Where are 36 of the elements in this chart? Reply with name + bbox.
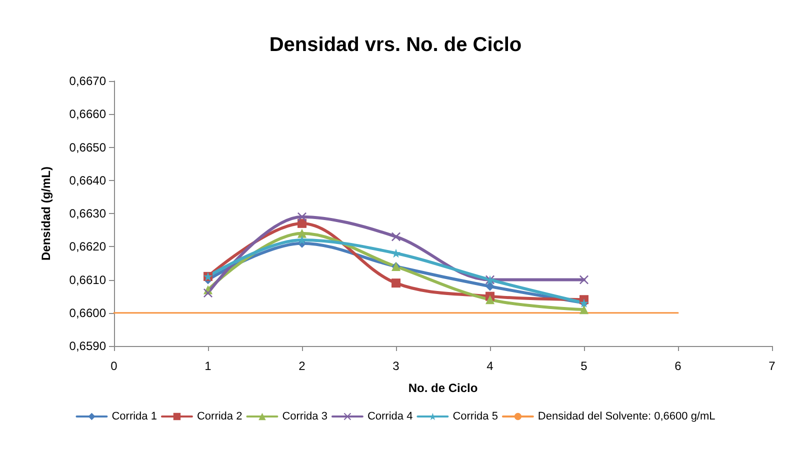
point — [580, 275, 588, 284]
y-tick-label: 0,6670 — [69, 74, 106, 88]
point — [298, 228, 306, 238]
chart-title: Densidad vrs. No. de Ciclo — [269, 34, 522, 56]
y-axis-title: Densidad (g/mL) — [39, 166, 53, 261]
x-tick-label: 5 — [580, 359, 588, 373]
x-tick-label: 2 — [298, 359, 306, 373]
x-tick-label: 1 — [204, 359, 212, 373]
point — [298, 218, 306, 228]
point — [298, 236, 306, 244]
x-tick-label: 7 — [768, 359, 776, 373]
legend-label: Corrida 3 — [282, 410, 328, 422]
legend-label: Corrida 1 — [112, 410, 157, 422]
x-tick-label: 0 — [110, 359, 118, 373]
y-tick-label: 0,6590 — [69, 339, 106, 353]
point — [392, 232, 400, 242]
x-tick-label: 6 — [674, 359, 682, 373]
point — [580, 305, 588, 314]
legend-label: Densidad del Solvente: 0,6600 g/mL — [538, 410, 716, 422]
y-tick-label: 0,6630 — [69, 206, 106, 220]
point — [486, 282, 494, 291]
legend-label: Corrida 2 — [196, 410, 242, 422]
y-tick-label: 0,6600 — [69, 306, 106, 320]
legend-label: Corrida 5 — [452, 410, 498, 422]
y-tick-label: 0,6660 — [69, 107, 106, 122]
y-tick-label: 0,6610 — [69, 272, 106, 287]
x-tick-label: 3 — [392, 359, 400, 373]
x-axis-title: No. de Ciclo — [408, 381, 478, 395]
legend-label: Corrida 4 — [367, 410, 413, 422]
y-tick-label: 0,6620 — [69, 240, 106, 254]
point — [486, 295, 494, 304]
point — [392, 278, 400, 288]
y-tick-label: 0,6650 — [69, 140, 106, 154]
point — [298, 212, 306, 222]
y-tick-label: 0,6640 — [69, 173, 106, 188]
x-tick-label: 4 — [486, 359, 494, 373]
